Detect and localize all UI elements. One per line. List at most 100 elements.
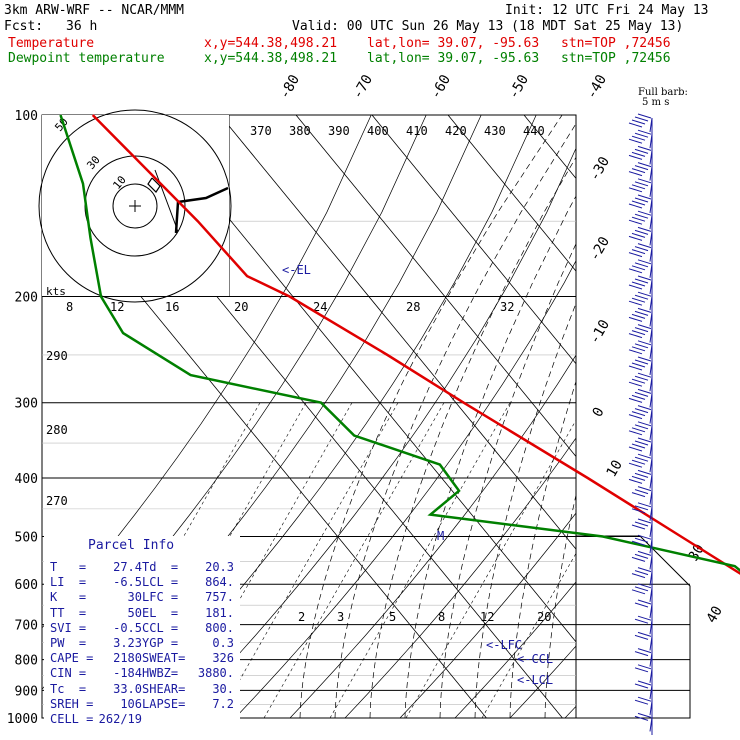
wind-barb-flag bbox=[631, 249, 646, 255]
dry-adiabat bbox=[620, 115, 740, 718]
wind-barb-flag bbox=[637, 421, 652, 427]
moist-adiabat bbox=[474, 302, 576, 718]
wind-barb-flag bbox=[631, 362, 646, 368]
wind-barb-flag bbox=[637, 696, 652, 702]
wind-barb-flag bbox=[631, 394, 646, 400]
isotherm-label: -40 bbox=[584, 72, 611, 102]
mixing-ratio-label: 3 bbox=[337, 610, 344, 624]
dewpoint-station: stn=TOP ,72456 bbox=[561, 51, 671, 66]
dry-adiabat bbox=[454, 581, 576, 718]
wind-barb-flag bbox=[637, 631, 652, 637]
isotherm-label: -30 bbox=[587, 154, 614, 184]
dry-adiabat bbox=[234, 260, 576, 718]
el-marker: <-EL bbox=[282, 263, 311, 277]
isotherm-label: -70 bbox=[350, 72, 377, 102]
wind-barb-flag bbox=[637, 664, 652, 670]
wind-barb-flag bbox=[628, 414, 643, 420]
wind-barb-flag bbox=[628, 284, 643, 290]
parcel-value: 33.0 bbox=[113, 681, 142, 696]
wind-barb-flag bbox=[634, 570, 649, 576]
isotherm-label: -20 bbox=[587, 234, 614, 264]
wind-barb-flag bbox=[634, 262, 649, 268]
wind-barb-flag bbox=[628, 154, 643, 160]
wind-barb-flag bbox=[628, 430, 643, 436]
parcel-value: 181. bbox=[205, 605, 234, 620]
wind-barb-flag bbox=[637, 680, 652, 686]
isotherm-label: 10 bbox=[604, 457, 626, 480]
wind-barb-flag bbox=[628, 203, 643, 209]
temperature-station: stn=TOP ,72456 bbox=[561, 36, 671, 51]
parcel-value: 50 bbox=[127, 605, 142, 620]
wind-barb-flag bbox=[634, 116, 649, 122]
wind-barb-flag bbox=[637, 518, 652, 524]
wind-barb-flag bbox=[634, 181, 649, 187]
pressure-tick-label: 100 bbox=[15, 109, 38, 124]
lfc-marker: <-LFC bbox=[486, 638, 523, 652]
mixing-ratio-label: 20 bbox=[234, 300, 248, 314]
mixing-ratio-label: 8 bbox=[66, 300, 73, 314]
hodograph-guide bbox=[154, 169, 179, 233]
wind-barb-flag bbox=[631, 378, 646, 384]
wind-barb-flag bbox=[634, 294, 649, 300]
forecast-label: Fcst: bbox=[4, 19, 44, 34]
wind-barb-flag bbox=[637, 502, 652, 508]
wind-barb-flag bbox=[637, 226, 652, 232]
isotherm-label: 0 bbox=[590, 405, 608, 420]
wind-barb-flag bbox=[628, 462, 643, 468]
wind-barb-flag bbox=[631, 281, 646, 287]
wind-barb-flag bbox=[634, 424, 649, 430]
wind-barb-flag bbox=[628, 138, 643, 144]
wind-barb-flag bbox=[637, 550, 652, 556]
parcel-value: 2180 bbox=[113, 651, 142, 666]
dry-adiabat bbox=[509, 645, 576, 718]
pressure-tick-label: 1000 bbox=[7, 712, 38, 727]
pressure-tick-label: 900 bbox=[15, 684, 38, 699]
wind-barb-flag bbox=[634, 651, 649, 657]
theta-e-label: 370 bbox=[250, 124, 272, 138]
wind-barb-flag bbox=[637, 194, 652, 200]
parcel-value: 262/19 bbox=[98, 712, 142, 726]
theta-label: 280 bbox=[46, 423, 68, 437]
parcel-value: -184 bbox=[113, 666, 142, 681]
wind-barb-flag bbox=[637, 145, 652, 151]
parcel-key: HWBZ= bbox=[142, 666, 179, 681]
theta-label: 270 bbox=[46, 494, 68, 508]
theta-e-label: 390 bbox=[328, 124, 350, 138]
parcel-value: 864. bbox=[205, 575, 234, 590]
lcl-marker: <-LCL bbox=[517, 673, 554, 687]
sounding-curves bbox=[59, 114, 740, 575]
wind-barb-flag bbox=[634, 472, 649, 478]
wind-barb-flag bbox=[637, 486, 652, 492]
wind-barb-flag bbox=[634, 537, 649, 543]
mixing-ratio-line bbox=[329, 402, 511, 718]
isotherm bbox=[371, 115, 576, 365]
wind-barb-flag bbox=[631, 200, 646, 206]
moist-adiabat bbox=[299, 115, 563, 718]
wind-barb-flag bbox=[637, 356, 652, 362]
wind-barb-flag bbox=[631, 427, 646, 433]
wind-barb-flag bbox=[628, 171, 643, 177]
pressure-tick-label: 400 bbox=[15, 472, 38, 487]
wind-barb-flag bbox=[637, 469, 652, 475]
wind-barb-flag bbox=[631, 297, 646, 303]
dry-adiabat bbox=[344, 437, 576, 718]
wind-barb-flag bbox=[634, 456, 649, 462]
parcel-key: Td = bbox=[142, 560, 179, 574]
parcel-key: EL = bbox=[142, 605, 179, 620]
forecast-hour: 36 h bbox=[66, 19, 98, 34]
wind-barb-flag bbox=[631, 508, 646, 514]
isotherm-label: 40 bbox=[704, 603, 726, 626]
wind-barb-flag bbox=[637, 372, 652, 378]
parcel-value: 27.4 bbox=[113, 560, 142, 574]
wind-barb-flag bbox=[628, 446, 643, 452]
parcel-key: TT = bbox=[50, 605, 87, 620]
parcel-key: SVI = bbox=[50, 620, 87, 635]
wind-barb-flag bbox=[634, 310, 649, 316]
wind-barb-flag bbox=[631, 168, 646, 174]
pressure-tick-label: 500 bbox=[15, 530, 38, 545]
pressure-tick-label: 700 bbox=[15, 619, 38, 634]
wind-barb-flag bbox=[628, 478, 643, 484]
wind-barb-flag bbox=[634, 489, 649, 495]
pressure-tick-label: 800 bbox=[15, 654, 38, 669]
